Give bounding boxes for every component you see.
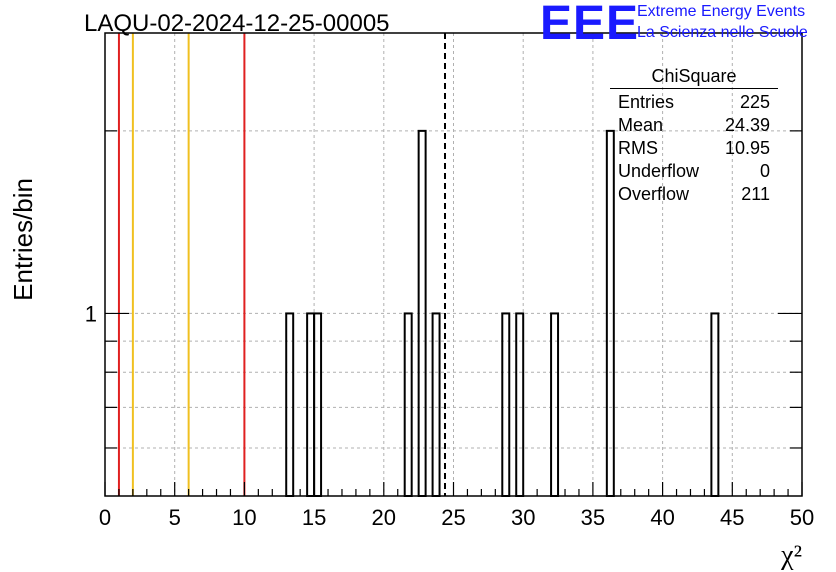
x-tick-label: 35 xyxy=(581,505,605,530)
stats-value: 211 xyxy=(741,184,770,204)
stats-row-entries: Entries 225 xyxy=(610,91,778,114)
x-tick-label: 15 xyxy=(302,505,326,530)
x-tick-label: 45 xyxy=(720,505,744,530)
stats-value: 0 xyxy=(759,161,770,181)
logo-line-1: Extreme Energy Events xyxy=(637,3,806,20)
y-axis-ticks: 1 xyxy=(85,130,802,449)
plot-title: LAQU-02-2024-12-25-00005 xyxy=(84,10,390,37)
stats-row-mean: Mean 24.39 xyxy=(610,114,778,137)
x-tick-label: 20 xyxy=(372,505,396,530)
stats-label: Mean xyxy=(618,115,664,135)
stats-row-overflow: Overflow 211 xyxy=(610,183,778,206)
x-axis-label: χ² xyxy=(780,540,802,571)
eee-logo-icon: EEE xyxy=(540,0,640,50)
x-tick-label: 50 xyxy=(790,505,814,530)
y-axis-label: Entries/bin xyxy=(8,178,38,301)
stats-box: ChiSquare Entries 225 Mean 24.39 RMS 10.… xyxy=(610,66,778,206)
stats-row-rms: RMS 10.95 xyxy=(610,137,778,160)
stats-label: Underflow xyxy=(618,161,700,181)
x-axis-ticks: 0 5 10 15 20 25 30 35 40 45 50 xyxy=(99,482,814,530)
stats-label: Entries xyxy=(618,92,675,112)
stats-label: Overflow xyxy=(618,184,690,204)
stats-row-underflow: Underflow 0 xyxy=(610,160,778,183)
stats-label: RMS xyxy=(618,138,658,158)
stats-value: 225 xyxy=(739,92,770,112)
stats-value: 10.95 xyxy=(724,138,770,158)
x-tick-label: 10 xyxy=(232,505,256,530)
y-tick-label: 1 xyxy=(85,301,97,326)
x-tick-label: 0 xyxy=(99,505,111,530)
x-tick-label: 30 xyxy=(511,505,535,530)
reference-lines xyxy=(117,33,446,496)
stats-box-name: ChiSquare xyxy=(610,66,778,89)
x-tick-label: 40 xyxy=(650,505,674,530)
logo-line-2: La Scienza nelle Scuole xyxy=(637,24,808,41)
x-tick-label: 5 xyxy=(169,505,181,530)
stats-value: 24.39 xyxy=(724,115,770,135)
x-tick-label: 25 xyxy=(441,505,465,530)
